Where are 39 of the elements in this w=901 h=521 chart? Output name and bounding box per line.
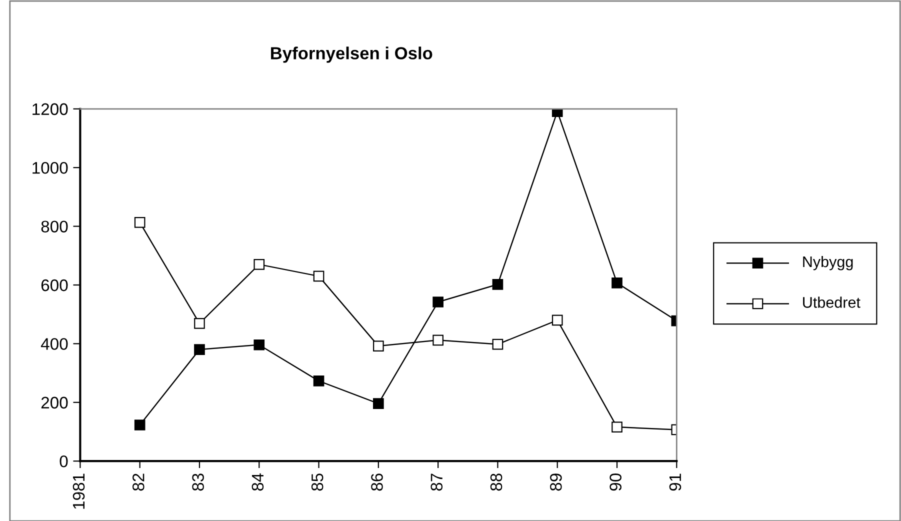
x-tick-label: 1981 xyxy=(72,474,85,509)
point xyxy=(194,318,205,329)
point xyxy=(492,278,504,290)
chart-title: Byfornyelsen i Oslo xyxy=(271,46,432,63)
point xyxy=(552,314,563,326)
x-tick-label: 86 xyxy=(371,474,383,491)
x-tick-label: 83 xyxy=(192,474,204,491)
point xyxy=(612,422,622,432)
point xyxy=(313,270,324,282)
y-tick-label: 0 xyxy=(60,455,68,468)
point xyxy=(432,334,444,346)
point xyxy=(612,278,622,288)
x-tick-label: 88 xyxy=(490,474,502,491)
point xyxy=(313,376,324,386)
x-tick-label: 91 xyxy=(669,474,682,491)
point xyxy=(432,296,444,308)
y-tick-label: 1000 xyxy=(32,162,68,174)
legend-label: Utbedret xyxy=(803,296,860,308)
point xyxy=(134,420,146,430)
point xyxy=(373,340,384,352)
legend-label: Nybygg xyxy=(803,256,853,270)
point xyxy=(194,344,205,355)
y-tick-label: 600 xyxy=(41,279,68,292)
point xyxy=(373,398,384,409)
point xyxy=(254,339,265,350)
y-tick-label: 400 xyxy=(40,338,68,350)
point xyxy=(552,108,563,117)
point xyxy=(492,338,504,350)
y-tick-label: 800 xyxy=(41,220,68,232)
x-tick-label: 82 xyxy=(132,474,144,491)
x-tick-label: 84 xyxy=(252,473,264,491)
point xyxy=(254,259,265,270)
x-tick-label: 85 xyxy=(311,474,324,491)
x-tick-label: 87 xyxy=(430,474,443,491)
y-tick-label: 1200 xyxy=(32,103,68,116)
point xyxy=(134,217,146,228)
y-tick-label: 200 xyxy=(41,396,68,409)
x-tick-label: 89 xyxy=(550,474,562,491)
x-tick-label: 90 xyxy=(610,474,622,491)
